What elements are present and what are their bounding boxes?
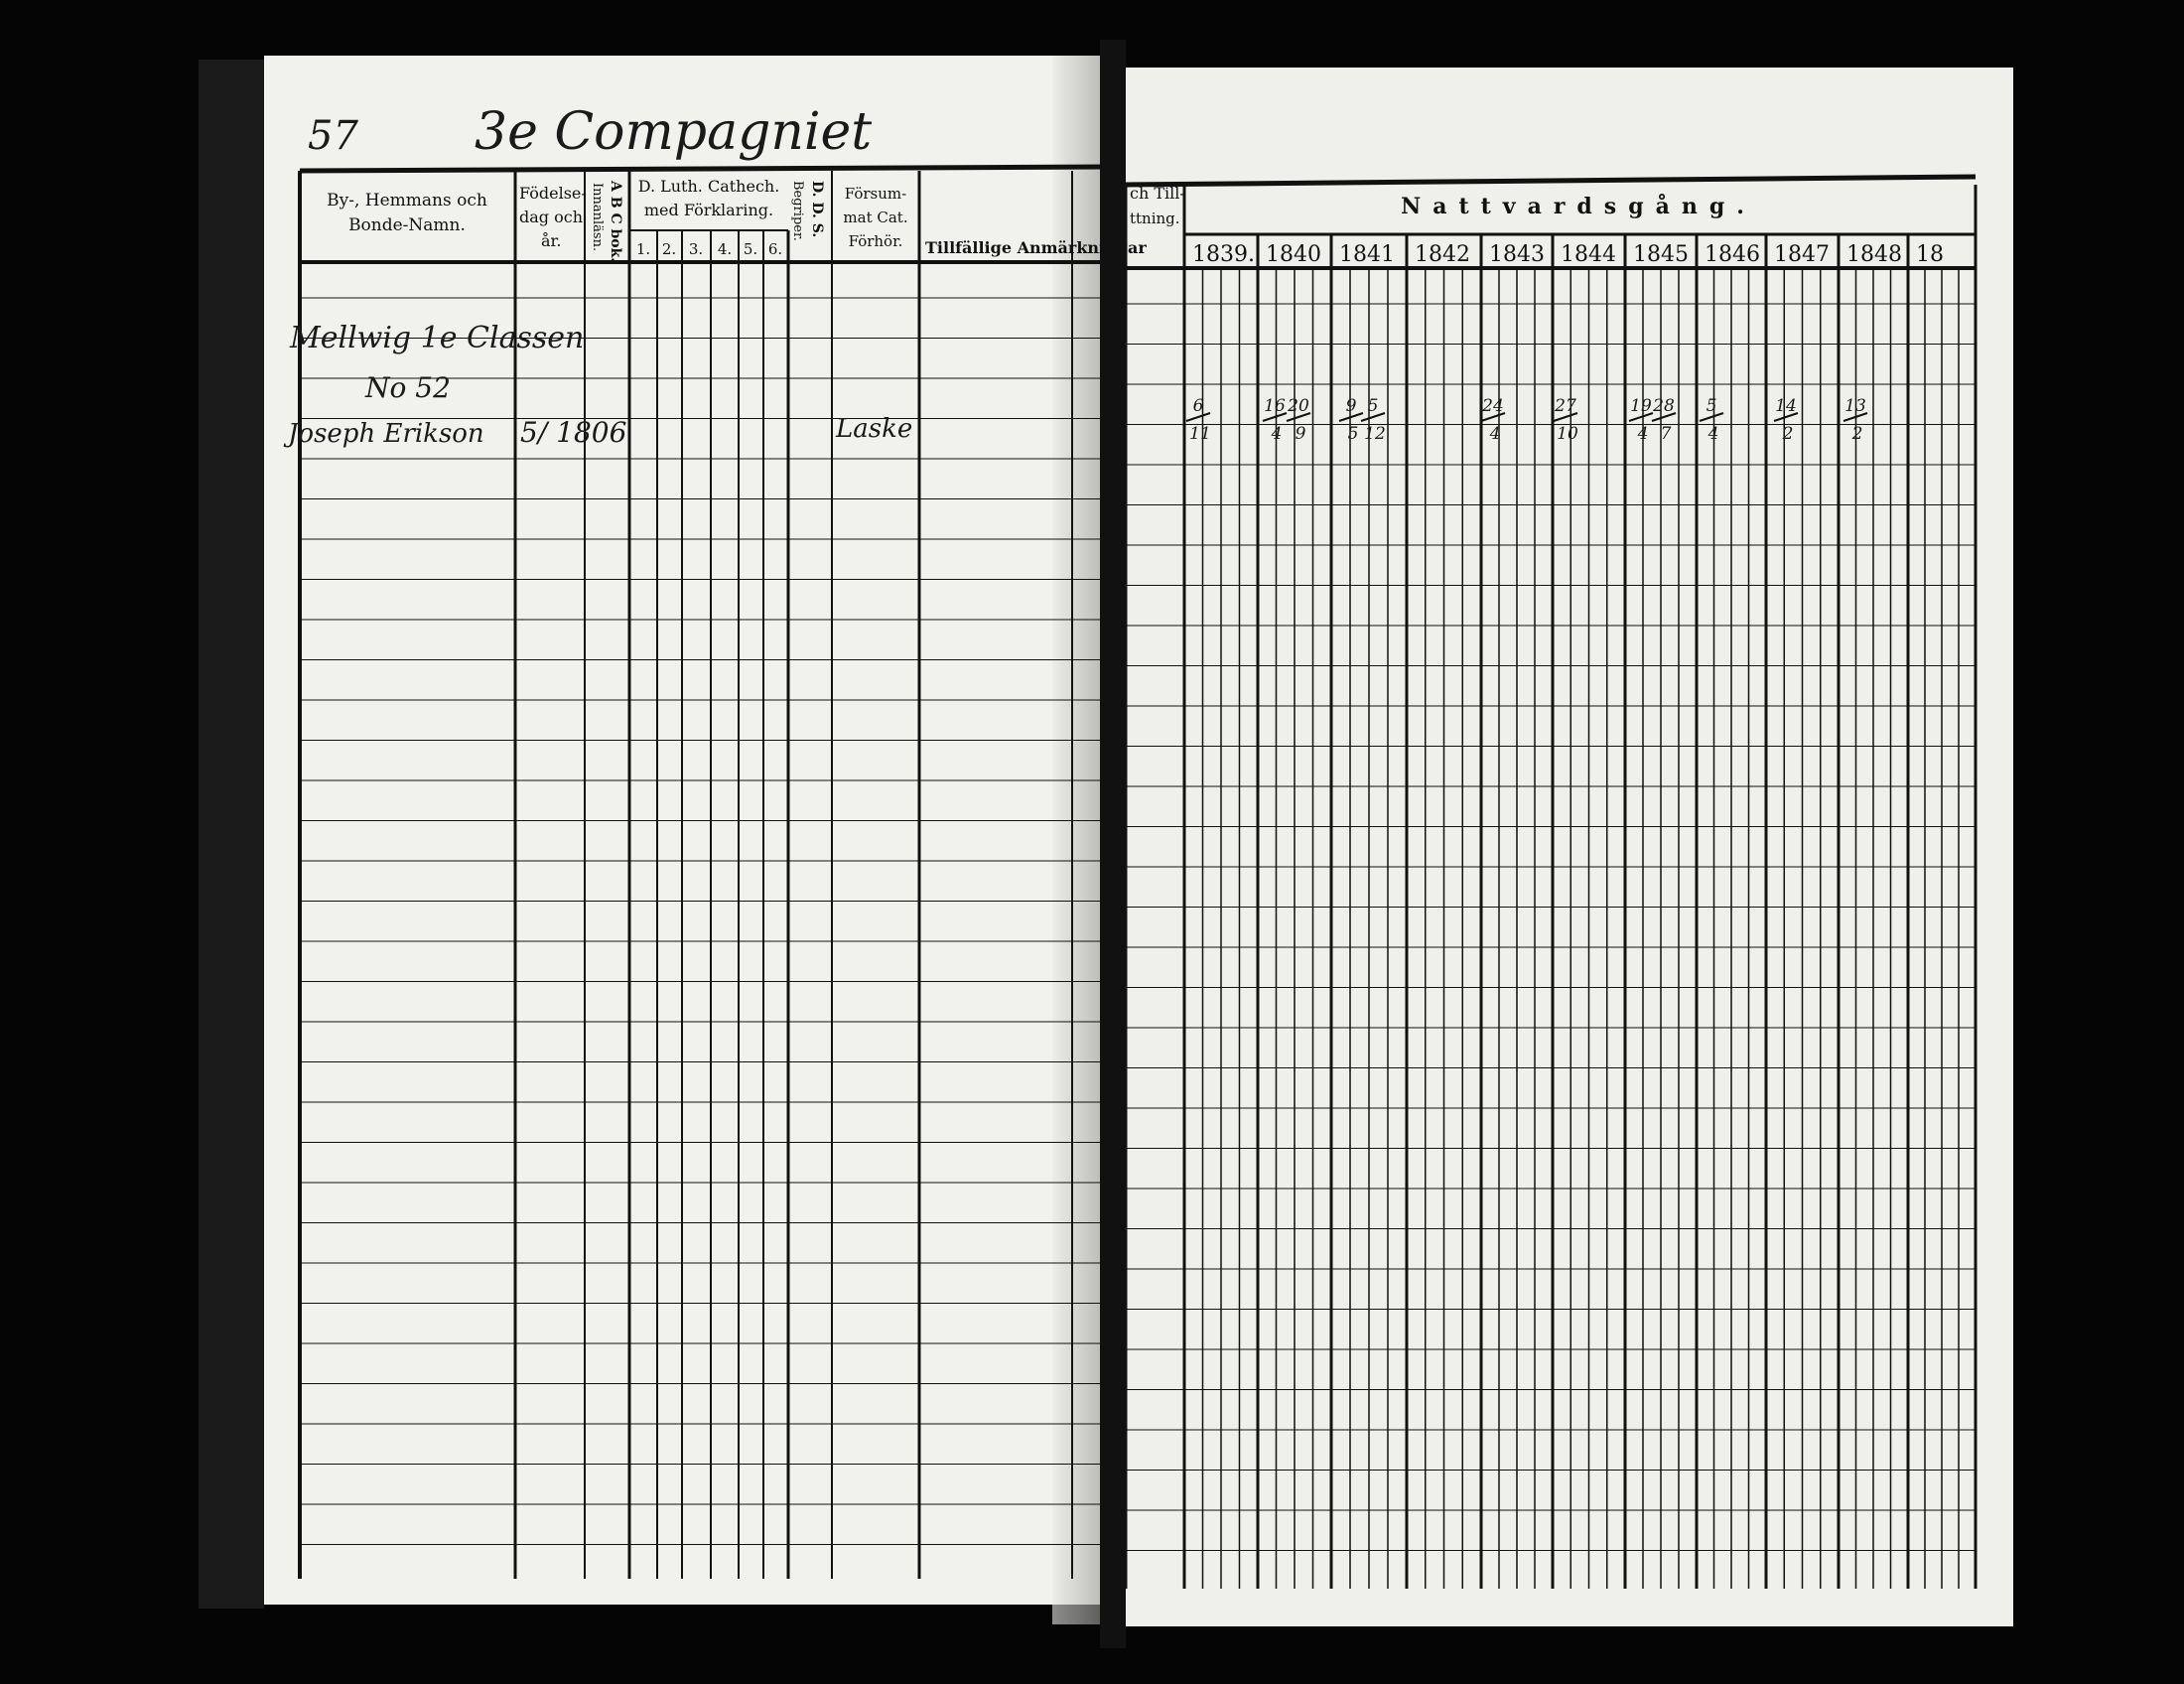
communion-date-month: 5 bbox=[1348, 424, 1359, 444]
communion-date-day: 5 bbox=[1368, 396, 1379, 416]
year-label: 1845 bbox=[1633, 242, 1689, 267]
fraction-bar bbox=[1185, 412, 1211, 422]
header-name-2: Bonde-Namn. bbox=[348, 215, 466, 235]
right-page bbox=[1120, 68, 2013, 1626]
catech-part-label: 5. bbox=[744, 240, 757, 258]
fraction-bar bbox=[1480, 412, 1506, 422]
communion-date-day: 9 bbox=[1346, 396, 1357, 416]
communion-date-month: 7 bbox=[1661, 424, 1672, 444]
communion-date-month: 11 bbox=[1189, 424, 1211, 444]
communion-date-day: 28 bbox=[1652, 396, 1675, 416]
header-name-1: By-, Hemmans och bbox=[327, 191, 487, 210]
year-label: 1844 bbox=[1561, 242, 1616, 267]
fraction-bar bbox=[1628, 412, 1654, 422]
communion-date-month: 4 bbox=[1707, 424, 1719, 444]
header-tillfallige: Tillfällige Anmärkningar bbox=[925, 238, 1147, 257]
left-page bbox=[264, 56, 1118, 1605]
header-begriper: Begriper. bbox=[790, 181, 805, 241]
fraction-bar bbox=[1699, 412, 1724, 422]
fraction-bar bbox=[1773, 412, 1799, 422]
catech-part-label: 1. bbox=[636, 240, 650, 258]
header-catech-1: D. Luth. Cathech. bbox=[638, 177, 780, 196]
year-label: 1847 bbox=[1774, 242, 1830, 267]
communion-date-month: 2 bbox=[1851, 424, 1863, 444]
ruled-grid bbox=[298, 164, 1978, 1589]
fraction-bar bbox=[1286, 412, 1311, 422]
year-label: 1841 bbox=[1339, 242, 1395, 267]
header-till-1: ch Till- bbox=[1130, 184, 1185, 203]
header-birth-1: Födelse- bbox=[519, 184, 587, 203]
entry-person-name: Joseph Erikson bbox=[283, 419, 484, 449]
header-forsummat-3: Förhör. bbox=[849, 232, 903, 250]
communion-date-day: 13 bbox=[1844, 396, 1866, 416]
communion-date-day: 16 bbox=[1264, 396, 1286, 416]
fraction-bar bbox=[1262, 412, 1288, 422]
header-nattvardsgang: Nattvardsgång. bbox=[1401, 194, 1756, 219]
communion-date-day: 5 bbox=[1706, 396, 1717, 416]
communion-date-month: 4 bbox=[1271, 424, 1283, 444]
header-innanlasn: Innanläsn. bbox=[590, 183, 605, 251]
header-catech-2: med Förklaring. bbox=[644, 201, 773, 219]
communion-date-day: 14 bbox=[1775, 396, 1797, 416]
year-label: 18 bbox=[1916, 242, 1944, 267]
communion-date-day: 19 bbox=[1630, 396, 1652, 416]
communion-date-day: 24 bbox=[1481, 396, 1504, 416]
communion-date-day: 27 bbox=[1554, 396, 1576, 416]
header-forsummat-1: Försum- bbox=[845, 185, 906, 203]
entry-place: Mellwig 1e Classen bbox=[289, 321, 584, 355]
header-birth-2: dag och bbox=[519, 208, 583, 226]
year-label: 1843 bbox=[1489, 242, 1545, 267]
header-abc-bok: A B C bok. bbox=[608, 180, 623, 262]
entry-birth: 5/ 1806 bbox=[520, 416, 626, 449]
communion-date-month: 4 bbox=[1489, 424, 1501, 444]
communion-date-month: 10 bbox=[1557, 424, 1578, 444]
header-till-2: ttning. bbox=[1130, 210, 1180, 227]
header-top-rule bbox=[1125, 174, 1977, 188]
year-label: 1848 bbox=[1846, 242, 1902, 267]
catech-part-label: 6. bbox=[768, 240, 782, 258]
page-number: 57 bbox=[308, 113, 358, 159]
fraction-bar bbox=[1553, 412, 1578, 422]
communion-date-day: 6 bbox=[1193, 396, 1204, 416]
fraction-bar bbox=[1651, 412, 1677, 422]
communion-date-month: 12 bbox=[1364, 424, 1386, 444]
communion-date-month: 2 bbox=[1782, 424, 1794, 444]
header-birth-3: år. bbox=[541, 231, 562, 250]
catech-part-label: 4. bbox=[718, 240, 732, 258]
year-label: 1846 bbox=[1705, 242, 1760, 267]
book-edge bbox=[199, 60, 264, 1609]
entry-number: No 52 bbox=[364, 371, 451, 404]
catech-part-label: 2. bbox=[662, 240, 676, 258]
fraction-bar bbox=[1843, 412, 1868, 422]
communion-date-month: 9 bbox=[1296, 424, 1306, 444]
fraction-bar bbox=[1360, 412, 1386, 422]
header-top-rule bbox=[299, 164, 1108, 174]
year-label: 1840 bbox=[1266, 242, 1321, 267]
year-label: 1839. bbox=[1192, 242, 1255, 267]
fraction-bar bbox=[1338, 412, 1364, 422]
communion-date-month: 4 bbox=[1637, 424, 1649, 444]
catech-part-label: 3. bbox=[689, 240, 703, 258]
header-forsummat-2: mat Cat. bbox=[843, 209, 907, 226]
company-title: 3e Compagniet bbox=[475, 102, 872, 162]
year-label: 1842 bbox=[1415, 242, 1470, 267]
communion-date-day: 20 bbox=[1287, 396, 1309, 416]
header-dds: D. D. S. bbox=[809, 181, 825, 237]
entry-forsummat: Laske bbox=[835, 414, 912, 444]
